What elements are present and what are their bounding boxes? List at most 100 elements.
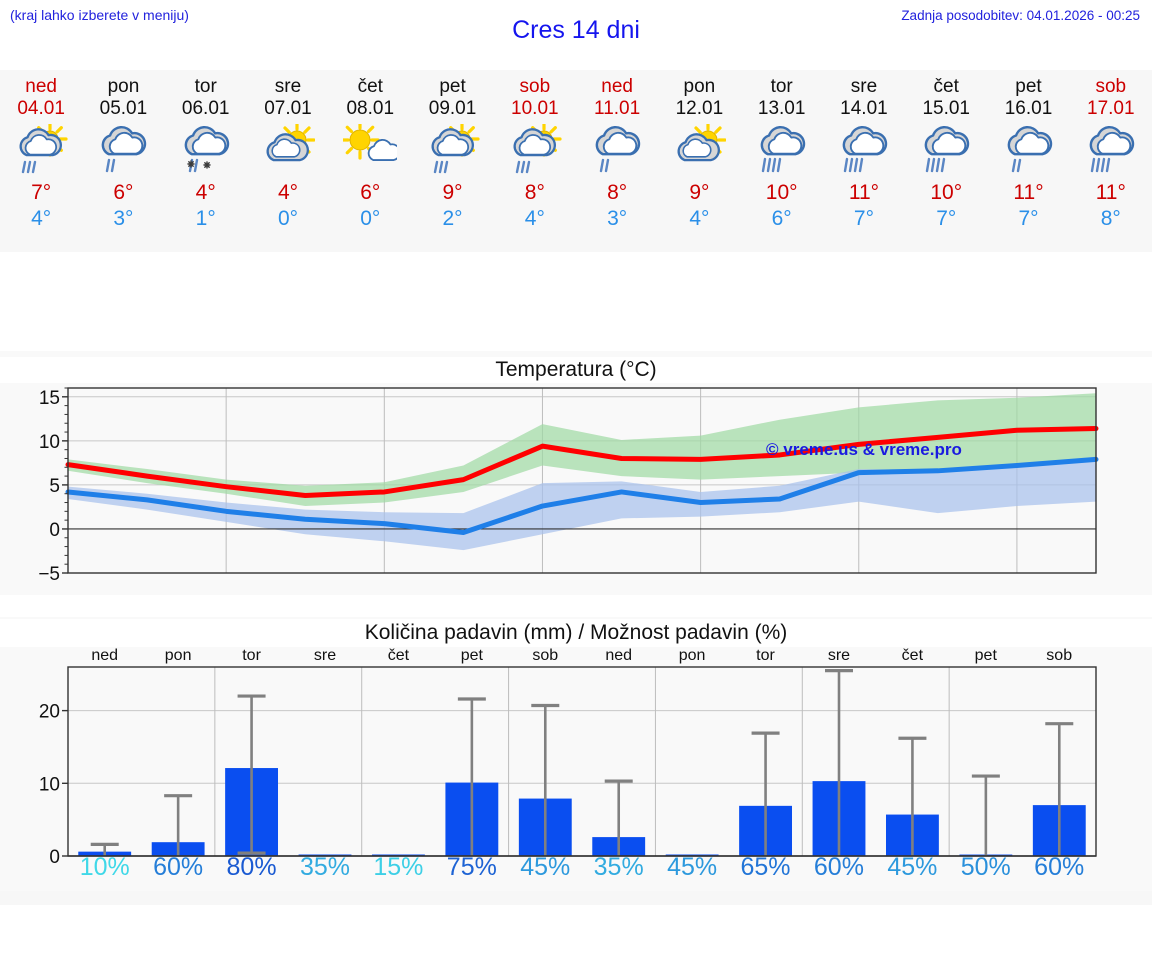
day-name: sre bbox=[850, 76, 878, 97]
precipitation-day-label: pet bbox=[460, 647, 483, 664]
last-update-text: Zadnja posodobitev: 04.01.2026 - 00:25 bbox=[901, 8, 1140, 23]
precipitation-whisker bbox=[898, 736, 927, 856]
day-date: 08.01 bbox=[346, 98, 395, 119]
precipitation-probability: 65% bbox=[740, 853, 791, 881]
day-temp-min: 0° bbox=[360, 207, 381, 230]
day-temp-max: 9° bbox=[442, 181, 463, 204]
sun-cloud-small-icon bbox=[343, 122, 398, 178]
precipitation-day-label: čet bbox=[387, 647, 410, 664]
precipitation-day-labels: ned pon tor sre čet pet sob ned pon tor sre čet pet s… bbox=[68, 647, 1096, 665]
forecast-day-14[interactable]: sob 17.01 11° 8° bbox=[1070, 70, 1152, 252]
cloud-rain-icon bbox=[590, 122, 644, 178]
precipitation-probability: 15% bbox=[373, 853, 424, 881]
sun-cloud-icon bbox=[672, 122, 727, 178]
precipitation-day-label: čet bbox=[901, 647, 924, 664]
precipitation-bar bbox=[371, 854, 425, 856]
spacer bbox=[0, 595, 1152, 617]
precipitation-probability: 45% bbox=[887, 853, 938, 881]
day-temp-min: 0° bbox=[277, 207, 299, 230]
svg-text:0: 0 bbox=[49, 520, 60, 541]
precipitation-whisker bbox=[825, 669, 853, 856]
precipitation-whisker bbox=[237, 694, 266, 855]
temperature-line-1 bbox=[65, 456, 1099, 535]
forecast-day-6[interactable]: pet 09.01 9° 2° bbox=[411, 70, 493, 252]
precipitation-day-label: ned bbox=[605, 647, 633, 664]
day-name: čet bbox=[933, 76, 959, 97]
day-date: 17.01 bbox=[1087, 98, 1135, 119]
day-temp-min: 3° bbox=[113, 207, 134, 230]
forecast-day-2[interactable]: pon 05.01 6° 3° bbox=[82, 70, 164, 252]
day-temp-max: 11° bbox=[848, 181, 880, 204]
forecast-day-7[interactable]: sob 10.01 8° 4° bbox=[494, 70, 576, 252]
precipitation-probability: 45% bbox=[667, 853, 718, 881]
precipitation-day-label: pet bbox=[974, 647, 997, 664]
precipitation-whisker bbox=[971, 774, 1000, 856]
precipitation-day-label: pon bbox=[678, 647, 706, 664]
precipitation-probability: 60% bbox=[1034, 853, 1085, 881]
precipitation-probability: 35% bbox=[593, 853, 644, 881]
day-date: 11.01 bbox=[594, 98, 641, 119]
cloud-rain-heavy-icon bbox=[919, 122, 973, 178]
forecast-day-13[interactable]: pet 16.01 11° 7° bbox=[987, 70, 1069, 252]
forecast-day-12[interactable]: čet 15.01 10° 7° bbox=[905, 70, 987, 252]
day-temp-min: 4° bbox=[524, 207, 545, 230]
forecast-day-10[interactable]: tor 13.01 10° 6° bbox=[741, 70, 823, 252]
forecast-day-5[interactable]: čet 08.01 6° 0° bbox=[329, 70, 411, 252]
day-temp-min: 4° bbox=[689, 207, 710, 230]
temperature-band-0 bbox=[68, 393, 1096, 507]
svg-text:15: 15 bbox=[39, 388, 60, 409]
precipitation-bar bbox=[665, 854, 719, 856]
day-name: pon bbox=[107, 76, 140, 97]
precipitation-probability: 60% bbox=[153, 853, 204, 881]
forecast-day-4[interactable]: sre 07.01 4° 0° bbox=[247, 70, 329, 252]
precipitation-whisker bbox=[531, 703, 560, 856]
temperature-chart: Temperatura (°C) −5 0 5 10 15 © vreme.us & vr… bbox=[0, 351, 1152, 595]
day-temp-max: 4° bbox=[277, 181, 299, 204]
day-temp-min: 2° bbox=[442, 207, 463, 230]
watermark: © vreme.us & vreme.pro bbox=[766, 440, 962, 459]
precipitation-probability: 80% bbox=[226, 853, 277, 881]
precipitation-day-label: tor bbox=[242, 647, 261, 664]
day-date: 04.01 bbox=[17, 98, 65, 119]
forecast-day-1[interactable]: ned 04.01 7° 4° bbox=[0, 70, 82, 252]
day-name: sre bbox=[274, 76, 302, 97]
day-temp-max: 11° bbox=[1013, 181, 1044, 204]
page-title: Cres 14 dni bbox=[512, 16, 640, 44]
day-temp-max: 11° bbox=[1095, 181, 1126, 204]
precipitation-chart-title: Količina padavin (mm) / Možnost padavin … bbox=[0, 619, 1152, 647]
day-temp-max: 9° bbox=[689, 181, 710, 204]
forecast-day-9[interactable]: pon 12.01 9° 4° bbox=[658, 70, 740, 252]
forecast-day-11[interactable]: sre 14.01 11° 7° bbox=[823, 70, 905, 252]
forecast-day-8[interactable]: ned 11.01 8° 3° bbox=[576, 70, 658, 252]
sun-cloud-rain-icon bbox=[508, 122, 562, 178]
precipitation-whisker bbox=[604, 779, 633, 856]
day-temp-max: 8° bbox=[524, 181, 545, 204]
day-name: ned bbox=[601, 76, 633, 97]
precipitation-day-label: tor bbox=[756, 647, 775, 664]
precipitation-probability: 10% bbox=[79, 853, 130, 881]
precipitation-whisker bbox=[457, 697, 486, 856]
day-temp-max: 4° bbox=[195, 181, 216, 204]
sun-cloud-rain-icon bbox=[14, 122, 68, 178]
precipitation-chart: Količina padavin (mm) / Možnost padavin … bbox=[0, 617, 1152, 905]
day-name: pon bbox=[683, 76, 716, 97]
day-temp-min: 8° bbox=[1100, 207, 1121, 230]
precipitation-probability: 35% bbox=[299, 853, 350, 881]
cloud-rain-heavy-icon bbox=[755, 122, 809, 178]
day-temp-min: 1° bbox=[195, 207, 216, 230]
temperature-chart-title: Temperatura (°C) bbox=[0, 357, 1152, 383]
precipitation-whisker bbox=[164, 794, 193, 856]
svg-text:5: 5 bbox=[49, 476, 60, 497]
precipitation-probability: 45% bbox=[520, 853, 571, 881]
day-temp-min: 7° bbox=[1018, 207, 1039, 230]
day-date: 13.01 bbox=[757, 98, 806, 119]
cloud-rain-heavy-icon bbox=[1084, 122, 1138, 178]
day-temp-max: 6° bbox=[360, 181, 381, 204]
day-temp-max: 8° bbox=[607, 181, 628, 204]
precipitation-bar bbox=[298, 854, 352, 856]
precipitation-probability: 60% bbox=[813, 853, 864, 881]
svg-text:20: 20 bbox=[39, 702, 60, 723]
precipitation-day-label: sob bbox=[532, 647, 559, 664]
forecast-day-3[interactable]: tor 06.01 4° 1° bbox=[165, 70, 247, 252]
svg-text:© vreme.us & vreme.pro: © vreme.us & vreme.pro bbox=[766, 440, 962, 459]
